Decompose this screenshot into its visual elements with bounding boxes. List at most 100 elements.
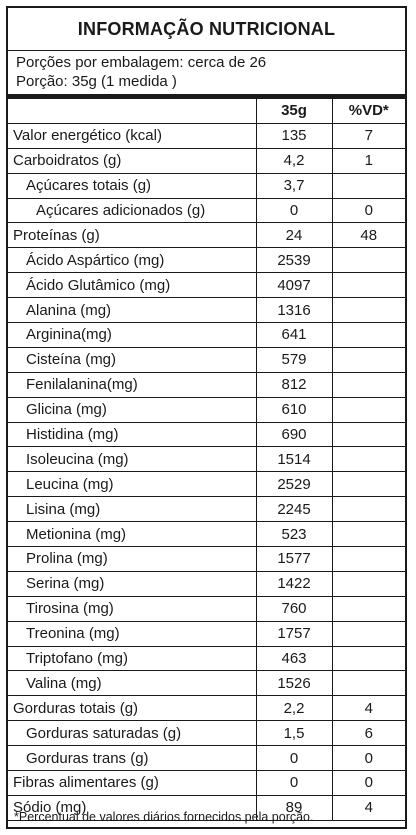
nutrient-row: Prolina (mg) 1577 <box>8 546 405 572</box>
nutrient-name: Serina (mg) <box>8 571 256 597</box>
nutrient-amount: 1526 <box>255 670 332 697</box>
nutrient-dv <box>331 322 405 348</box>
nutrient-name: Leucina (mg) <box>8 471 256 498</box>
nutrient-dv: 0 <box>331 745 405 772</box>
nutrient-dv <box>331 422 405 448</box>
nutrient-row: Ácido Glutâmico (mg) 4097 <box>8 272 405 299</box>
nutrient-name: Isoleucina (mg) <box>8 446 256 473</box>
thick-divider <box>8 94 405 99</box>
serving-size: Porção: 35g (1 medida ) <box>16 73 177 90</box>
nutrient-row: Sódio (mg) 89 4 <box>8 795 405 821</box>
nutrient-row: Fenilalanina(mg) 812 <box>8 372 405 398</box>
nutrient-amount: 2539 <box>255 247 332 274</box>
nutrient-row: Fibras alimentares (g) 0 0 <box>8 770 405 796</box>
nutrient-row: Alanina (mg) 1316 <box>8 297 405 324</box>
nutrient-amount: 463 <box>255 646 332 672</box>
nutrient-name: Gorduras saturadas (g) <box>8 720 256 747</box>
nutrient-row: Valor energético (kcal) 135 7 <box>8 123 405 149</box>
nutrient-dv <box>331 496 405 523</box>
nutrient-name: Fenilalanina(mg) <box>8 372 256 398</box>
nutrient-amount: 1514 <box>255 446 332 473</box>
nutrient-dv <box>331 571 405 597</box>
nutrient-amount: 0 <box>255 198 332 224</box>
nutrient-dv <box>331 173 405 199</box>
nutrient-row: Leucina (mg) 2529 <box>8 471 405 498</box>
nutrient-amount: 135 <box>255 123 332 149</box>
nutrient-row: Treonina (mg) 1757 <box>8 621 405 647</box>
nutrient-row: Tirosina (mg) 760 <box>8 596 405 622</box>
nutrient-name: Ácido Aspártico (mg) <box>8 247 256 274</box>
nutrient-name: Açúcares totais (g) <box>8 173 256 199</box>
footnote: *Percentual de valores diários fornecido… <box>14 810 314 824</box>
nutrient-name: Açúcares adicionados (g) <box>8 198 256 224</box>
nutrient-name: Glicina (mg) <box>8 397 256 423</box>
nutrient-amount: 2,2 <box>255 695 332 722</box>
nutrient-name: Valina (mg) <box>8 670 256 697</box>
nutrition-facts-label: INFORMAÇÃO NUTRICIONAL Porções por embal… <box>6 6 407 829</box>
nutrient-name: Valor energético (kcal) <box>8 123 256 149</box>
header-blank <box>8 99 256 124</box>
serving-info: Porções por embalagem: cerca de 26 Porçã… <box>16 53 266 91</box>
nutrient-name: Triptofano (mg) <box>8 646 256 672</box>
nutrient-dv <box>331 297 405 324</box>
nutrient-amount: 89 <box>255 795 332 821</box>
nutrient-dv: 6 <box>331 720 405 747</box>
nutrient-dv: 48 <box>331 222 405 249</box>
nutrient-name: Fibras alimentares (g) <box>8 770 256 796</box>
nutrient-name: Treonina (mg) <box>8 621 256 647</box>
nutrient-name: Carboidratos (g) <box>8 148 256 174</box>
nutrient-row: Açúcares totais (g) 3,7 <box>8 173 405 199</box>
nutrient-dv <box>331 446 405 473</box>
nutrient-name: Cisteína (mg) <box>8 347 256 373</box>
header-dv: %VD* <box>331 99 405 124</box>
nutrient-amount: 690 <box>255 422 332 448</box>
nutrient-name: Arginina(mg) <box>8 322 256 348</box>
nutrient-amount: 1,5 <box>255 720 332 747</box>
nutrient-amount: 0 <box>255 770 332 796</box>
nutrient-dv <box>331 397 405 423</box>
nutrient-dv <box>331 596 405 622</box>
nutrient-amount: 4,2 <box>255 148 332 174</box>
nutrient-dv: 1 <box>331 148 405 174</box>
nutrient-row: Triptofano (mg) 463 <box>8 646 405 672</box>
nutrient-row: Cisteína (mg) 579 <box>8 347 405 373</box>
nutrient-row: Metionina (mg) 523 <box>8 521 405 548</box>
servings-per-package: Porções por embalagem: cerca de 26 <box>16 54 267 71</box>
nutrient-amount: 3,7 <box>255 173 332 199</box>
nutrient-name: Alanina (mg) <box>8 297 256 324</box>
nutrient-dv <box>331 521 405 548</box>
nutrient-row: Gorduras totais (g) 2,2 4 <box>8 695 405 722</box>
nutrient-row: Isoleucina (mg) 1514 <box>8 446 405 473</box>
nutrient-amount: 610 <box>255 397 332 423</box>
nutrient-row: Valina (mg) 1526 <box>8 670 405 697</box>
nutrient-name: Proteínas (g) <box>8 222 256 249</box>
nutrient-row: Lisina (mg) 2245 <box>8 496 405 523</box>
nutrient-row: Serina (mg) 1422 <box>8 571 405 597</box>
header-amount: 35g <box>255 99 332 124</box>
nutrient-amount: 2529 <box>255 471 332 498</box>
label-title: INFORMAÇÃO NUTRICIONAL <box>8 8 405 51</box>
nutrient-row: Gorduras saturadas (g) 1,5 6 <box>8 720 405 747</box>
nutrient-row: Glicina (mg) 610 <box>8 397 405 423</box>
nutrient-amount: 1316 <box>255 297 332 324</box>
nutrient-amount: 812 <box>255 372 332 398</box>
nutrient-dv <box>331 670 405 697</box>
nutrient-row: Carboidratos (g) 4,2 1 <box>8 148 405 174</box>
nutrient-amount: 2245 <box>255 496 332 523</box>
nutrient-name: Histidina (mg) <box>8 422 256 448</box>
nutrient-dv <box>331 372 405 398</box>
nutrient-row: Gorduras trans (g) 0 0 <box>8 745 405 772</box>
nutrient-dv <box>331 471 405 498</box>
nutrient-dv: 4 <box>331 695 405 722</box>
nutrient-amount: 1757 <box>255 621 332 647</box>
nutrient-name: Lisina (mg) <box>8 496 256 523</box>
nutrient-dv <box>331 646 405 672</box>
nutrient-name: Gorduras trans (g) <box>8 745 256 772</box>
nutrient-amount: 1577 <box>255 546 332 572</box>
nutrient-row: Arginina(mg) 641 <box>8 322 405 348</box>
nutrient-dv <box>331 546 405 572</box>
nutrient-name: Tirosina (mg) <box>8 596 256 622</box>
nutrient-amount: 1422 <box>255 571 332 597</box>
nutrient-amount: 24 <box>255 222 332 249</box>
nutrient-dv <box>331 347 405 373</box>
